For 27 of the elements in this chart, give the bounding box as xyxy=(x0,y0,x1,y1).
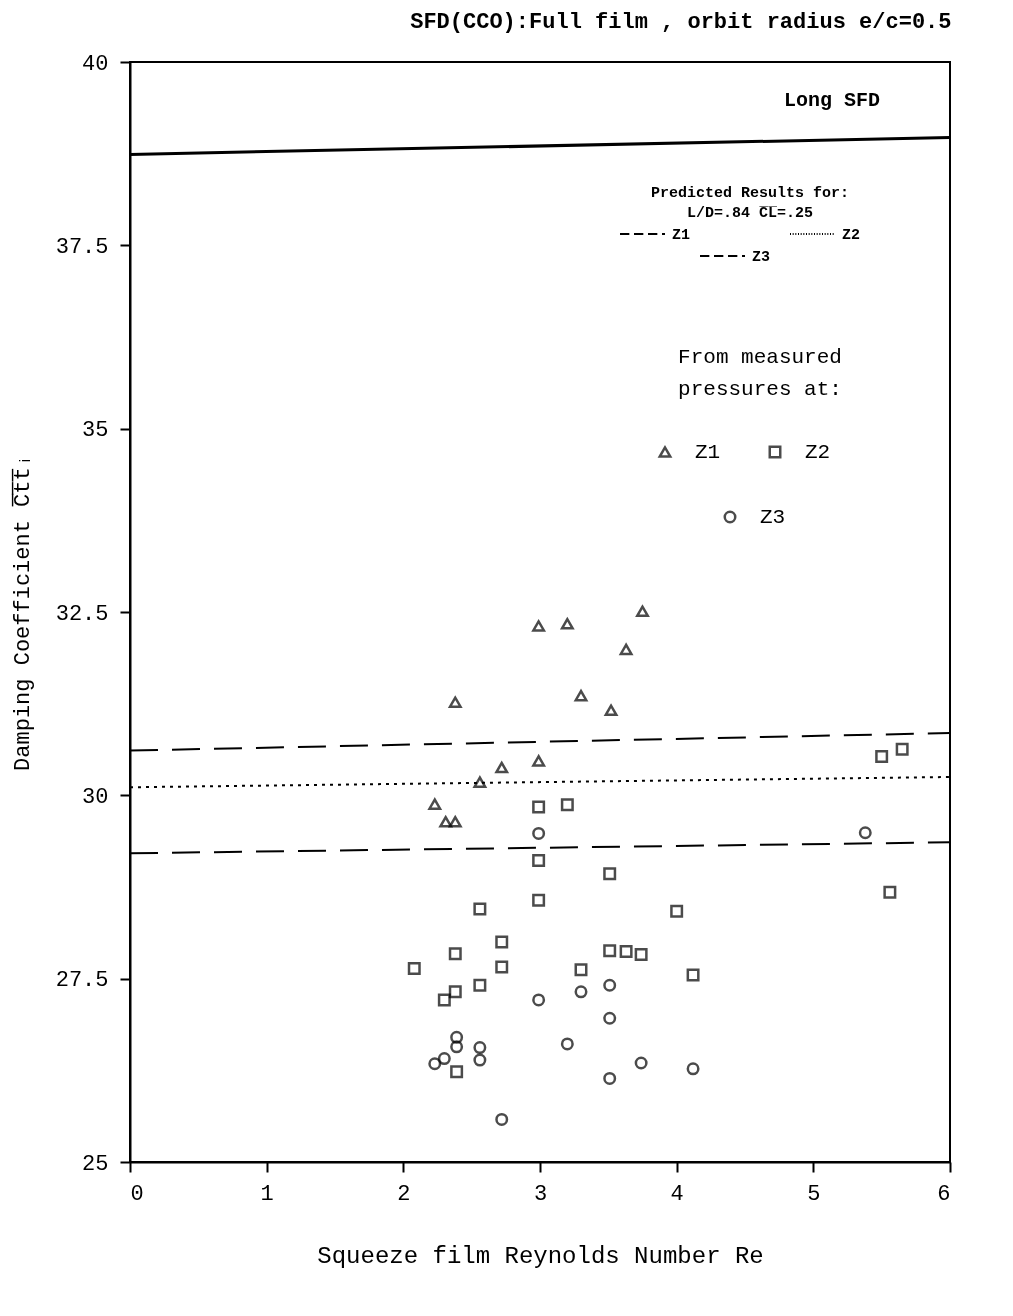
y-tick-label: 30 xyxy=(82,784,109,810)
legend-label: Z2 xyxy=(842,227,861,244)
x-tick-label: 2 xyxy=(397,1181,411,1207)
x-tick-label: 4 xyxy=(670,1181,684,1207)
y-axis-title: Damping Coefficient C̅t̅t̅ᵢ xyxy=(10,454,36,771)
annotation: Predicted Results for: xyxy=(650,185,850,202)
x-tick-label: 0 xyxy=(130,1181,144,1207)
legend-label: Z3 xyxy=(752,249,771,266)
chart-title: SFD(CCO):Full film , orbit radius e/c=0.5 xyxy=(410,10,952,35)
annotation: L/D=.84 C̅L̅=.25 xyxy=(686,205,814,222)
legend-label: Z3 xyxy=(760,506,786,529)
y-tick-label: 37.5 xyxy=(55,234,109,260)
y-tick-label: 35 xyxy=(82,418,109,444)
x-tick-label: 6 xyxy=(937,1181,951,1207)
annotation: From measured pressures at: xyxy=(678,346,842,401)
x-axis-title: Squeeze film Reynolds Number Re xyxy=(317,1242,764,1270)
y-tick-label: 32.5 xyxy=(55,601,109,627)
x-tick-label: 1 xyxy=(260,1181,274,1207)
series-label: Long SFD xyxy=(783,88,880,112)
y-tick-label: 27.5 xyxy=(55,968,109,994)
legend-label: Z1 xyxy=(672,227,691,244)
y-tick-label: 40 xyxy=(82,51,109,77)
legend-label: Z1 xyxy=(695,441,721,464)
x-tick-label: 5 xyxy=(807,1181,821,1207)
legend-label: Z2 xyxy=(805,441,831,464)
x-tick-label: 3 xyxy=(533,1181,548,1207)
y-tick-label: 25 xyxy=(82,1151,109,1177)
